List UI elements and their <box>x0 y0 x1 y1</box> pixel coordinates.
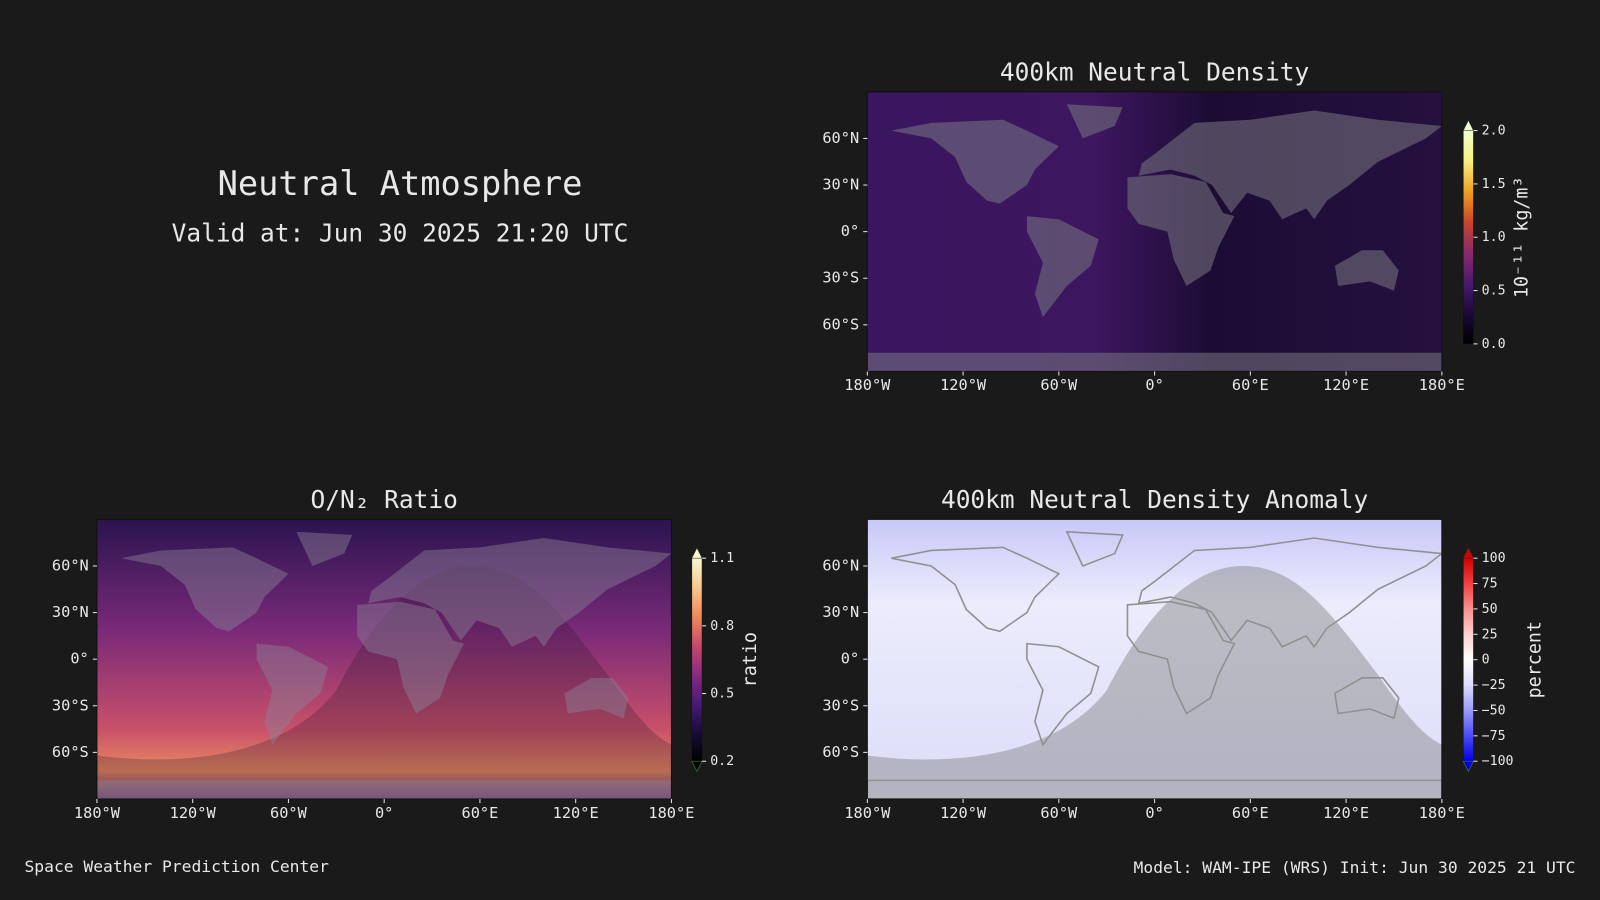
colorbar-tick-label: 2.0 <box>1482 124 1506 139</box>
y-tick-label: 30°N <box>822 176 859 194</box>
x-tick-label: 60°E <box>462 804 499 822</box>
y-tick-label: 30°N <box>822 603 859 621</box>
y-tick-label: 60°S <box>52 743 89 761</box>
x-tick-label: 120°W <box>170 804 217 822</box>
colorbar-tick-label: 0.0 <box>1482 337 1506 352</box>
x-tick-label: 120°W <box>940 376 987 394</box>
y-tick-label: 30°S <box>822 269 859 287</box>
x-tick-label: 180°W <box>844 804 891 822</box>
map <box>867 91 1442 372</box>
x-tick-label: 0° <box>1145 376 1163 394</box>
colorbar-tick-label: 0 <box>1482 653 1490 668</box>
colorbar-label: 10⁻¹¹ kg/m³ <box>1511 176 1532 298</box>
x-tick-label: 120°W <box>940 804 987 822</box>
y-tick-label: 60°S <box>822 743 859 761</box>
colorbar-tick-label: 75 <box>1482 577 1498 592</box>
colorbar-tick-label: 50 <box>1482 602 1498 617</box>
colorbar-tick-label: 100 <box>1482 551 1506 566</box>
x-tick-label: 120°E <box>1323 376 1369 394</box>
colorbar-tick-label: −50 <box>1482 703 1506 718</box>
y-tick-label: 30°N <box>52 603 89 621</box>
colorbar-tick-label: 25 <box>1482 627 1498 642</box>
colorbar-extend-min <box>691 760 703 773</box>
y-tick-label: 60°N <box>822 129 859 147</box>
x-tick-label: 60°W <box>1040 804 1078 822</box>
x-tick-label: 60°E <box>1232 376 1269 394</box>
panel-title: 400km Neutral Density <box>1000 57 1309 86</box>
colorbar-tick-label: −75 <box>1482 729 1506 744</box>
y-tick-label: 0° <box>841 650 859 668</box>
figure-subtitle: Valid at: Jun 30 2025 21:20 UTC <box>172 219 629 248</box>
colorbar-label: ratio <box>740 632 761 687</box>
map <box>96 519 672 799</box>
colorbar-tick-label: 0.5 <box>1482 284 1506 299</box>
colorbar-label: percent <box>1525 621 1546 698</box>
y-tick-label: 0° <box>841 222 859 240</box>
x-tick-label: 180°W <box>844 376 891 394</box>
y-tick-label: 60°N <box>52 556 89 574</box>
x-tick-label: 0° <box>375 804 393 822</box>
x-tick-label: 120°E <box>1323 804 1369 822</box>
x-tick-label: 60°W <box>1040 376 1078 394</box>
colorbar <box>1463 130 1474 345</box>
colorbar-tick-label: 1.1 <box>710 551 734 566</box>
x-tick-label: 60°E <box>1232 804 1269 822</box>
figure-title: Neutral Atmosphere <box>218 164 583 203</box>
map <box>867 519 1442 799</box>
colorbar-tick-label: 0.2 <box>710 754 734 769</box>
panel-title: 400km Neutral Density Anomaly <box>941 485 1368 514</box>
footer-left: Space Weather Prediction Center <box>24 857 329 876</box>
colorbar-tick-label: −25 <box>1482 678 1506 693</box>
colorbar-tick-label: −100 <box>1482 754 1514 769</box>
panel-title: O/N₂ Ratio <box>311 485 458 514</box>
footer-right: Model: WAM-IPE (WRS) Init: Jun 30 2025 2… <box>1134 858 1576 877</box>
y-tick-label: 30°S <box>52 696 89 714</box>
y-tick-label: 0° <box>70 650 88 668</box>
x-tick-label: 60°W <box>270 804 308 822</box>
x-tick-label: 0° <box>1145 804 1163 822</box>
colorbar <box>691 557 703 762</box>
x-tick-label: 180°E <box>648 804 694 822</box>
x-tick-label: 180°E <box>1419 804 1465 822</box>
y-tick-label: 60°S <box>822 315 859 333</box>
colorbar-extend-max <box>691 547 703 559</box>
colorbar-tick-label: 1.0 <box>1482 230 1506 245</box>
y-tick-label: 60°N <box>822 556 859 574</box>
colorbar-extend-max <box>1462 119 1474 131</box>
colorbar-extend-max <box>1462 547 1474 559</box>
colorbar-tick-label: 1.5 <box>1482 177 1506 192</box>
colorbar-extend-min <box>1462 760 1475 773</box>
colorbar-tick-label: 0.5 <box>710 687 734 702</box>
y-tick-label: 30°S <box>822 696 859 714</box>
colorbar-tick-label: 0.8 <box>710 619 734 634</box>
x-tick-label: 120°E <box>553 804 599 822</box>
colorbar <box>1463 557 1474 762</box>
x-tick-label: 180°W <box>74 804 121 822</box>
x-tick-label: 180°E <box>1419 376 1465 394</box>
